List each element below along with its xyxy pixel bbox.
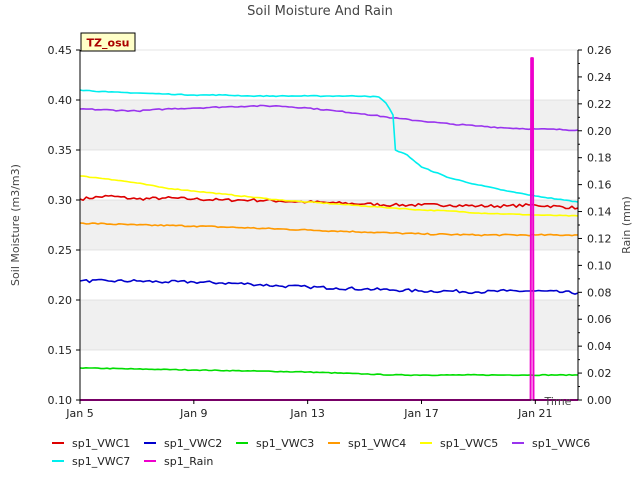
- y-tick-label: 0.30: [48, 194, 73, 207]
- legend-label-sp1_VWC5: sp1_VWC5: [440, 437, 498, 450]
- y2-tick-label: 0.22: [587, 98, 612, 111]
- x-axis-label: Time: [544, 395, 572, 408]
- grid-band: [80, 50, 578, 100]
- y2-tick-label: 0.26: [587, 44, 612, 57]
- x-tick-label: Jan 13: [289, 407, 324, 420]
- grid-band: [80, 300, 578, 350]
- series-line-sp1_VWC2: [79, 278, 579, 295]
- y2-tick-label: 0.24: [587, 71, 612, 84]
- chart-title: Soil Moisture And Rain: [247, 4, 393, 19]
- legend-label-sp1_VWC1: sp1_VWC1: [72, 437, 130, 450]
- y2-tick-label: 0.06: [587, 313, 612, 326]
- legend-label-sp1_Rain: sp1_Rain: [164, 455, 213, 468]
- y-tick-label: 0.10: [48, 394, 73, 407]
- legend-label-sp1_VWC4: sp1_VWC4: [348, 437, 406, 450]
- y2-tick-label: 0.02: [587, 367, 612, 380]
- y-tick-label: 0.15: [48, 344, 73, 357]
- y2-tick-label: 0.18: [587, 152, 612, 165]
- x-tick-label: Jan 5: [65, 407, 93, 420]
- y2-tick-label: 0.12: [587, 232, 612, 245]
- grid-band: [80, 250, 578, 300]
- legend: sp1_VWC1 sp1_VWC2 sp1_VWC3 sp1_VWC4 sp1_VWC5…: [52, 437, 590, 468]
- series-line-sp1_VWC3: [79, 367, 579, 377]
- badge-label: TZ_osu: [87, 37, 130, 50]
- series-line-sp1_VWC5: [79, 175, 579, 217]
- series-line-sp1_VWC1: [79, 194, 579, 210]
- y2-tick-label: 0.04: [587, 340, 612, 353]
- y2-tick-label: 0.08: [587, 286, 612, 299]
- y-tick-label: 0.25: [48, 244, 73, 257]
- y-tick-label: 0.40: [48, 94, 73, 107]
- y2-tick-label: 0.20: [587, 125, 612, 138]
- grid-band: [80, 150, 578, 200]
- axes: 0.10 0.15 0.20 0.25 0.30 0.35 0.40 0.45 0.00 0.02…: [48, 44, 612, 420]
- y2-tick-label: 0.16: [587, 179, 612, 192]
- x-tick-label: Jan 21: [517, 407, 552, 420]
- y2-tick-label: 0.14: [587, 206, 612, 219]
- x-tick-label: Jan 9: [179, 407, 207, 420]
- y-axis-label: Soil Moisture (m3/m3): [9, 164, 22, 286]
- badge-box: [80, 32, 136, 52]
- y2-tick-label: 0.10: [587, 259, 612, 272]
- legend-label-sp1_VWC7: sp1_VWC7: [72, 455, 130, 468]
- x-tick-label: Jan 17: [403, 407, 438, 420]
- series-line-sp1_VWC6: [79, 104, 579, 132]
- y2-tick-label: 0.00: [587, 394, 612, 407]
- series-line-sp1_VWC7: [79, 89, 579, 203]
- y-tick-label: 0.45: [48, 44, 73, 57]
- legend-label-sp1_VWC3: sp1_VWC3: [256, 437, 314, 450]
- legend-label-sp1_VWC6: sp1_VWC6: [532, 437, 590, 450]
- y2-axis-label: Rain (mm): [620, 196, 633, 254]
- series-line-sp1_VWC4: [79, 222, 579, 237]
- legend-label-sp1_VWC2: sp1_VWC2: [164, 437, 222, 450]
- plot-area: [79, 49, 579, 401]
- grid-band: [80, 100, 578, 150]
- y-tick-label: 0.20: [48, 294, 73, 307]
- y-tick-label: 0.35: [48, 144, 73, 157]
- site-badge: TZ_osu: [80, 32, 136, 52]
